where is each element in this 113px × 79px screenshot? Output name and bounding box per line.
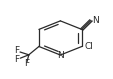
Text: F: F	[14, 46, 19, 55]
Text: Cl: Cl	[84, 42, 93, 51]
Text: F: F	[14, 55, 20, 64]
Text: F: F	[24, 59, 29, 68]
Text: N: N	[92, 16, 98, 25]
Text: N: N	[56, 51, 63, 59]
